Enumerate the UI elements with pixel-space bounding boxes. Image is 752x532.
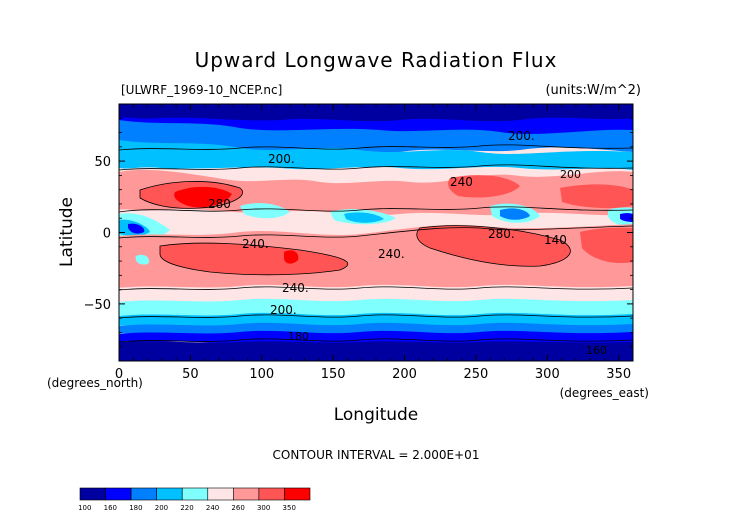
x-tick-label: 50 [182,367,199,382]
colorbar-label: 240 [206,504,219,512]
contour-label-group: 200. 240 280 280. 240. 240. 240. 200. 20… [208,129,607,357]
colorbar-label: 100 [78,504,91,512]
field-region [284,250,299,264]
plot-area: 200. 240 280 280. 240. 240. 240. 200. 20… [119,104,633,361]
y-tick-label: 0 [103,227,111,242]
field-region [135,254,150,265]
colorbar-label: 200 [155,504,168,512]
field-region [128,223,145,234]
colorbar-swatch [105,487,132,501]
field-region [119,120,633,155]
contour-label: 200. [268,152,295,166]
colorbar-label: 300 [257,504,270,512]
contour-label: 140 [544,233,567,247]
colorbar-swatch [181,487,209,501]
field-region [344,212,384,223]
contour-label: 240. [378,247,405,261]
chart-title: Upward Longwave Radiation Flux [195,48,558,72]
contour-label: 280 [208,197,231,211]
y-tick-label: −50 [84,298,111,313]
y-axis: 50 0 −50 [84,117,633,348]
contour-lines [119,144,633,343]
y-unit-label: (degrees_north) [47,376,143,390]
x-tick-label: 350 [606,367,631,382]
field-region [119,104,633,122]
contour-label: 240. [282,281,309,295]
field-region [500,208,530,220]
contour-label: 240 [450,175,473,189]
colorbar-swatch [207,487,234,501]
field-region [416,225,571,267]
y-axis-title: Latitude [57,197,77,267]
contour-label: 200 [560,168,581,181]
colorbar-swatch [284,487,311,501]
units-label: (units:W/m^2) [545,83,641,98]
contour-label: 160 [586,344,607,357]
field-region [119,140,633,170]
colorbar-swatch [130,487,157,501]
colorbar-label: 260 [231,504,244,512]
x-tick-label: 0 [115,367,123,382]
contour-label: 240. [242,237,269,251]
field-region [160,243,348,275]
field-region [240,203,290,219]
y-tick-label: 50 [94,155,111,170]
colorbar-swatch [258,487,285,501]
x-tick-label: 150 [321,367,346,382]
x-tick-label: 250 [464,367,489,382]
x-unit-label: (degrees_east) [560,386,649,400]
source-file-label: [ULWRF_1969-10_NCEP.nc] [121,83,282,97]
colorbar-label: 180 [129,504,142,512]
contour-label: 280. [488,227,515,241]
field-region [119,341,633,361]
field-region [560,184,633,209]
field-region [448,175,520,198]
colorbar-label: 160 [104,504,117,512]
field-region [174,186,232,208]
x-tick-label: 100 [249,367,274,382]
x-axis-title: Longitude [334,405,419,425]
contour-label: 200. [270,303,297,317]
contour-label: 180 [288,330,309,343]
colorbar-label: 220 [180,504,193,512]
colorbar-swatch [156,487,183,501]
contour-interval-text: CONTOUR INTERVAL = 2.000E+01 [273,448,480,462]
field-region [620,213,633,222]
field-region [580,227,633,264]
colorbar-swatch [233,487,260,501]
contour-label: 200. [508,129,535,143]
colorbar: 100 160 180 200 220 240 260 300 350 [78,487,311,512]
colorbar-swatch [79,487,106,501]
x-tick-label: 300 [535,367,560,382]
colorbar-label: 350 [283,504,296,512]
x-axis: 0 50 100 150 200 250 300 350 [115,104,631,382]
x-tick-label: 200 [392,367,417,382]
